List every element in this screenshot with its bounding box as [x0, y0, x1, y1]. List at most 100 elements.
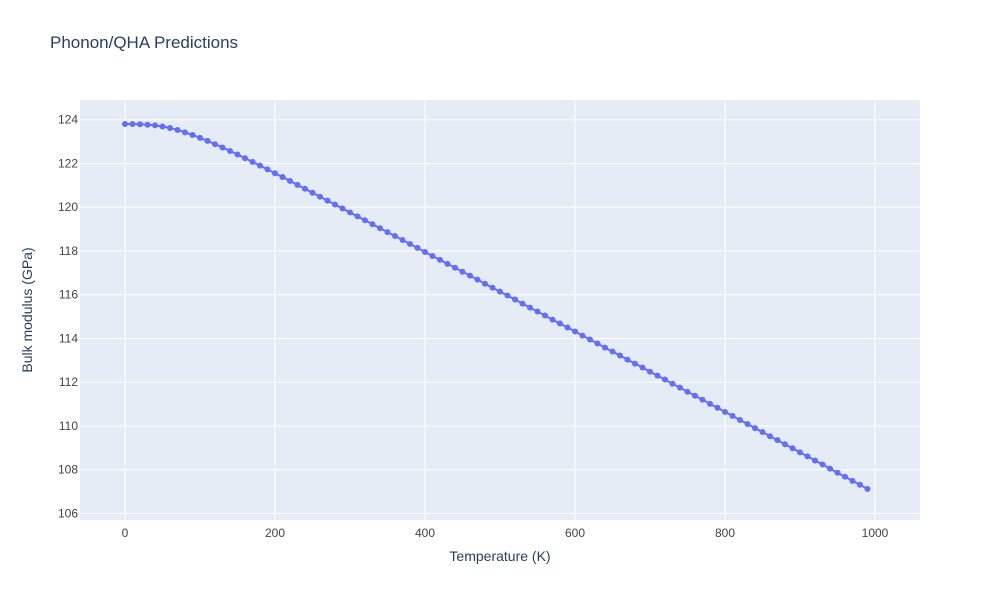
data-point [174, 126, 181, 133]
y-tick-label: 122 [58, 156, 78, 170]
series-layer [122, 121, 871, 492]
data-point [182, 129, 188, 136]
data-point [257, 162, 263, 169]
data-point [227, 147, 233, 154]
data-point [692, 392, 698, 399]
data-point [797, 449, 803, 456]
x-tick-label: 200 [265, 526, 285, 540]
x-tick-labels: 0 200 400 600 800 1000 [122, 526, 889, 540]
data-point [167, 125, 173, 131]
y-tick-label: 112 [59, 375, 78, 389]
data-point [264, 166, 271, 173]
x-tick-label: 1000 [862, 526, 889, 540]
data-point [422, 249, 428, 256]
x-tick-label: 0 [122, 526, 129, 540]
data-point [219, 144, 226, 151]
data-point [722, 408, 728, 415]
data-point [347, 209, 353, 216]
series-line [125, 123, 868, 490]
data-point [249, 158, 256, 165]
x-tick-label: 800 [715, 526, 735, 540]
data-point [684, 388, 691, 395]
y-tick-label: 110 [59, 419, 78, 433]
data-point [287, 177, 293, 184]
data-point [812, 457, 818, 464]
y-tick-label: 114 [59, 331, 78, 345]
data-point [129, 121, 136, 128]
data-point [564, 324, 571, 331]
data-point [677, 384, 683, 391]
data-point [662, 376, 668, 383]
data-point [144, 121, 151, 128]
data-point [294, 181, 301, 188]
data-point [609, 348, 616, 355]
data-point [834, 469, 841, 476]
data-point [414, 244, 421, 251]
data-point [804, 453, 811, 460]
x-tick-label: 400 [415, 526, 435, 540]
data-point [639, 364, 646, 371]
data-point [767, 433, 773, 440]
data-point [789, 445, 796, 452]
chart-title: Phonon/QHA Predictions [50, 33, 239, 52]
y-tick-labels: 106 108 110 112 114 116 118 120 122 124 [58, 113, 78, 521]
data-point [369, 221, 376, 228]
data-point [399, 237, 406, 243]
data-point [729, 412, 736, 419]
data-point [392, 233, 398, 240]
y-tick-label: 118 [59, 244, 78, 258]
data-point [774, 437, 781, 444]
x-axis-label: Temperature (K) [449, 548, 550, 564]
data-point [714, 404, 721, 411]
data-point [572, 328, 578, 335]
data-point [857, 481, 863, 488]
data-point [452, 264, 458, 271]
data-point [512, 296, 518, 303]
data-point [159, 123, 166, 130]
data-point [302, 185, 308, 192]
data-point [384, 229, 391, 236]
plot-area [80, 100, 920, 520]
y-axis-label: Bulk modulus (GPa) [19, 247, 35, 372]
x-tick-label: 600 [565, 526, 585, 540]
data-point [377, 225, 383, 232]
data-point [669, 380, 676, 387]
data-point [309, 189, 316, 196]
y-tick-label: 106 [58, 506, 78, 520]
y-tick-label: 120 [58, 200, 78, 214]
data-point [354, 213, 361, 220]
data-point [782, 441, 788, 448]
data-point [542, 312, 548, 319]
data-point [632, 360, 638, 367]
data-point [617, 352, 623, 359]
data-point [579, 332, 586, 339]
data-point [587, 336, 593, 343]
y-tick-label: 124 [58, 113, 78, 127]
data-point [204, 137, 211, 144]
data-point [234, 151, 241, 158]
data-point [459, 268, 466, 275]
data-point [594, 340, 601, 347]
data-point [707, 400, 713, 407]
data-point [647, 368, 653, 375]
data-point [827, 465, 833, 472]
data-point [744, 420, 751, 427]
data-point [504, 292, 511, 299]
data-point [602, 344, 608, 351]
y-tick-label: 116 [59, 288, 78, 302]
data-point [489, 284, 496, 291]
data-point [849, 477, 856, 484]
y-tick-label: 108 [58, 463, 78, 477]
data-point [474, 276, 481, 283]
data-point [842, 473, 848, 480]
data-point [324, 197, 331, 204]
data-point [407, 240, 413, 247]
data-point [519, 300, 526, 307]
data-point [272, 170, 278, 177]
data-point [437, 256, 443, 263]
data-point [752, 425, 758, 432]
data-point [137, 121, 143, 128]
data-point [654, 372, 661, 379]
data-point [549, 316, 556, 323]
